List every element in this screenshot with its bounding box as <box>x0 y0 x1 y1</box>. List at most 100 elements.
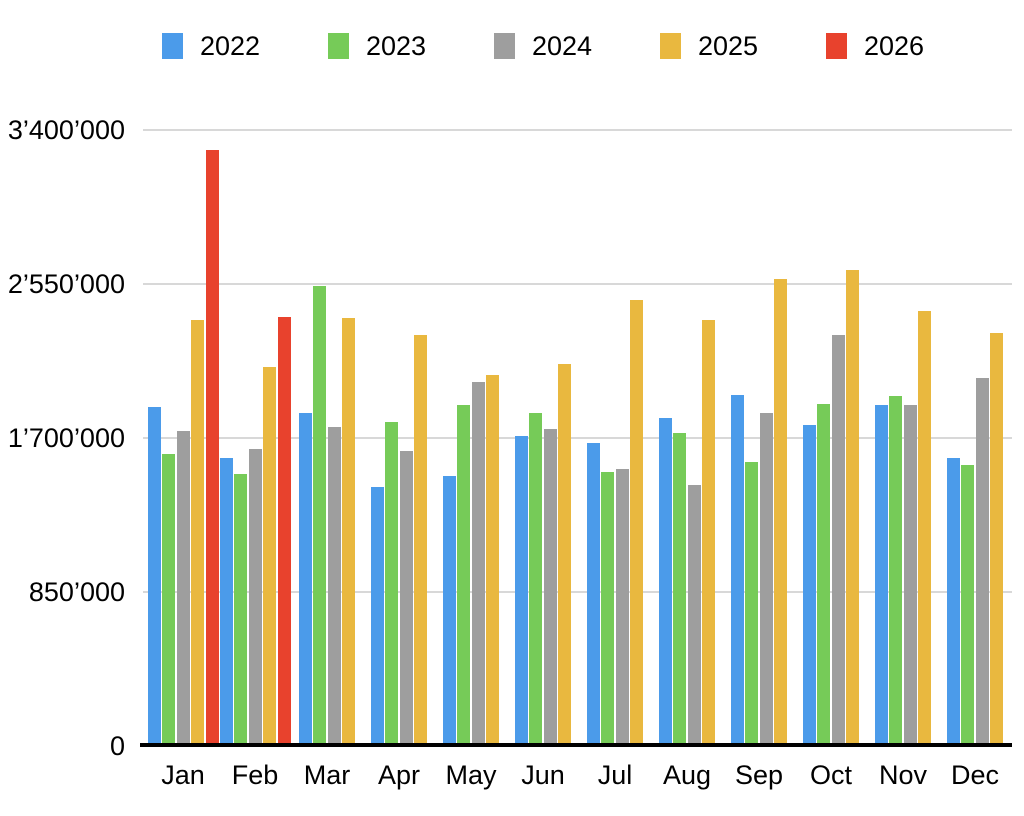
bar-2025-jun <box>558 364 572 746</box>
bar-group-mar <box>291 286 363 746</box>
bar-2024-mar <box>327 427 341 746</box>
bar-2023-nov <box>889 396 903 746</box>
bar-2023-sep <box>745 462 759 746</box>
bar-group-sep <box>723 279 795 746</box>
x-tick-label-may: May <box>445 760 497 790</box>
bar-group-oct <box>795 270 867 746</box>
x-tick-label-feb: Feb <box>231 760 279 790</box>
legend-swatch-2022 <box>162 33 183 59</box>
bar-2025-oct <box>846 270 860 746</box>
bar-2023-jun <box>529 413 543 746</box>
bar-group-nov <box>867 311 939 746</box>
bar-group-aug <box>651 320 723 746</box>
x-tick-label-mar: Mar <box>303 760 351 790</box>
x-tick-label-jan: Jan <box>161 760 205 790</box>
legend-swatch-2025 <box>660 33 681 59</box>
legend-label: 2023 <box>366 31 427 61</box>
x-tick-label-sep: Sep <box>734 760 784 790</box>
x-tick-label-jul: Jul <box>597 760 633 790</box>
legend-label: 2024 <box>532 31 593 61</box>
bar-2024-nov <box>903 405 917 746</box>
legend-item-2025: 2025 <box>660 32 758 60</box>
x-tick-label-aug: Aug <box>662 760 712 790</box>
bar-group-jul <box>579 300 651 746</box>
legend-label: 2025 <box>698 31 759 61</box>
bar-2022-feb <box>219 458 233 746</box>
bar-2023-dec <box>961 465 975 746</box>
bar-2025-jan <box>191 320 204 746</box>
x-axis-line <box>140 743 1012 747</box>
bar-group-feb <box>219 317 291 746</box>
bar-2023-may <box>457 405 471 746</box>
legend-item-2023: 2023 <box>328 32 426 60</box>
bar-2022-jun <box>514 436 528 746</box>
bar-2022-jul <box>586 443 600 746</box>
bar-2025-jul <box>630 300 644 746</box>
legend-item-2026: 2026 <box>826 32 924 60</box>
bar-2023-oct <box>817 404 831 746</box>
y-tick-label-1700000: 1’700’000 <box>7 423 125 453</box>
bar-group-jun <box>507 364 579 746</box>
bar-2025-nov <box>918 311 932 746</box>
bar-2022-nov <box>874 405 888 746</box>
bar-2024-aug <box>687 485 701 746</box>
y-tick-label-3400000: 3’400’000 <box>7 115 125 145</box>
bar-group-jan <box>147 150 219 746</box>
bar-group-may <box>435 375 507 746</box>
x-tick-label-apr: Apr <box>377 760 421 790</box>
bar-2024-dec <box>975 378 989 746</box>
bar-2023-jul <box>601 472 615 746</box>
bar-2025-may <box>486 375 500 746</box>
y-tick-label-0: 0 <box>109 731 125 761</box>
legend-label: 2026 <box>864 31 925 61</box>
bar-2026-feb <box>277 317 291 746</box>
bar-2024-jun <box>543 429 557 746</box>
bar-2023-jan <box>162 454 175 746</box>
bar-2025-sep <box>774 279 788 746</box>
y-tick-label-2550000: 2’550’000 <box>7 269 125 299</box>
bar-2023-aug <box>673 433 687 746</box>
bar-2023-mar <box>313 286 327 746</box>
x-tick-label-oct: Oct <box>809 760 852 790</box>
bar-2024-jul <box>615 469 629 746</box>
gridline-3400000 <box>143 129 1012 131</box>
bar-2022-jan <box>147 407 161 746</box>
bar-2024-feb <box>248 449 262 746</box>
bar-2026-jan <box>205 150 219 746</box>
bar-group-apr <box>363 335 435 746</box>
bar-2024-apr <box>399 451 413 746</box>
legend-label: 2022 <box>200 31 261 61</box>
y-tick-label-850000: 850’000 <box>28 577 125 607</box>
gridline-1700000 <box>143 437 1012 439</box>
bar-2024-oct <box>831 335 845 746</box>
x-tick-label-jun: Jun <box>521 760 565 790</box>
gridline-2550000 <box>143 283 1012 285</box>
bar-2022-mar <box>298 413 312 746</box>
bar-2025-dec <box>990 333 1004 746</box>
bar-2025-aug <box>702 320 716 746</box>
bar-group-dec <box>939 333 1011 746</box>
bar-2023-apr <box>385 422 399 746</box>
bar-2022-dec <box>946 458 960 746</box>
legend-swatch-2026 <box>826 33 847 59</box>
bar-2025-mar <box>342 318 356 746</box>
x-tick-label-dec: Dec <box>950 760 999 790</box>
bar-2024-jan <box>176 431 190 746</box>
legend-swatch-2023 <box>328 33 349 59</box>
x-tick-label-nov: Nov <box>878 760 927 790</box>
bar-2024-sep <box>759 413 773 746</box>
gridline-850000 <box>143 591 1012 593</box>
bar-2022-may <box>442 476 456 746</box>
bar-2024-may <box>471 382 485 746</box>
bar-2023-feb <box>234 474 247 746</box>
bar-2025-apr <box>414 335 428 746</box>
bar-2022-apr <box>370 487 384 746</box>
bar-2025-feb <box>263 367 276 746</box>
legend-item-2022: 2022 <box>162 32 260 60</box>
legend-item-2024: 2024 <box>494 32 592 60</box>
bar-2022-sep <box>730 395 744 746</box>
bar-2022-aug <box>658 418 672 746</box>
bar-2022-oct <box>802 425 816 746</box>
legend-swatch-2024 <box>494 33 515 59</box>
